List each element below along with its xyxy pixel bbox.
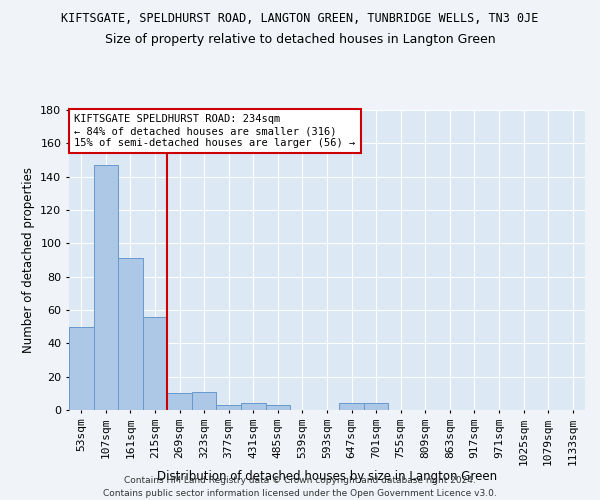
Text: Contains HM Land Registry data © Crown copyright and database right 2024.
Contai: Contains HM Land Registry data © Crown c… bbox=[103, 476, 497, 498]
Text: Size of property relative to detached houses in Langton Green: Size of property relative to detached ho… bbox=[104, 32, 496, 46]
Bar bbox=[143, 316, 167, 410]
X-axis label: Distribution of detached houses by size in Langton Green: Distribution of detached houses by size … bbox=[157, 470, 497, 484]
Text: KIFTSGATE, SPELDHURST ROAD, LANGTON GREEN, TUNBRIDGE WELLS, TN3 0JE: KIFTSGATE, SPELDHURST ROAD, LANGTON GREE… bbox=[61, 12, 539, 26]
Bar bbox=[241, 404, 266, 410]
Bar bbox=[339, 404, 364, 410]
Bar bbox=[167, 394, 192, 410]
Bar bbox=[118, 258, 143, 410]
Bar bbox=[94, 165, 118, 410]
Text: KIFTSGATE SPELDHURST ROAD: 234sqm
← 84% of detached houses are smaller (316)
15%: KIFTSGATE SPELDHURST ROAD: 234sqm ← 84% … bbox=[74, 114, 355, 148]
Y-axis label: Number of detached properties: Number of detached properties bbox=[22, 167, 35, 353]
Bar bbox=[266, 405, 290, 410]
Bar bbox=[192, 392, 217, 410]
Bar bbox=[69, 326, 94, 410]
Bar bbox=[364, 404, 388, 410]
Bar bbox=[217, 405, 241, 410]
